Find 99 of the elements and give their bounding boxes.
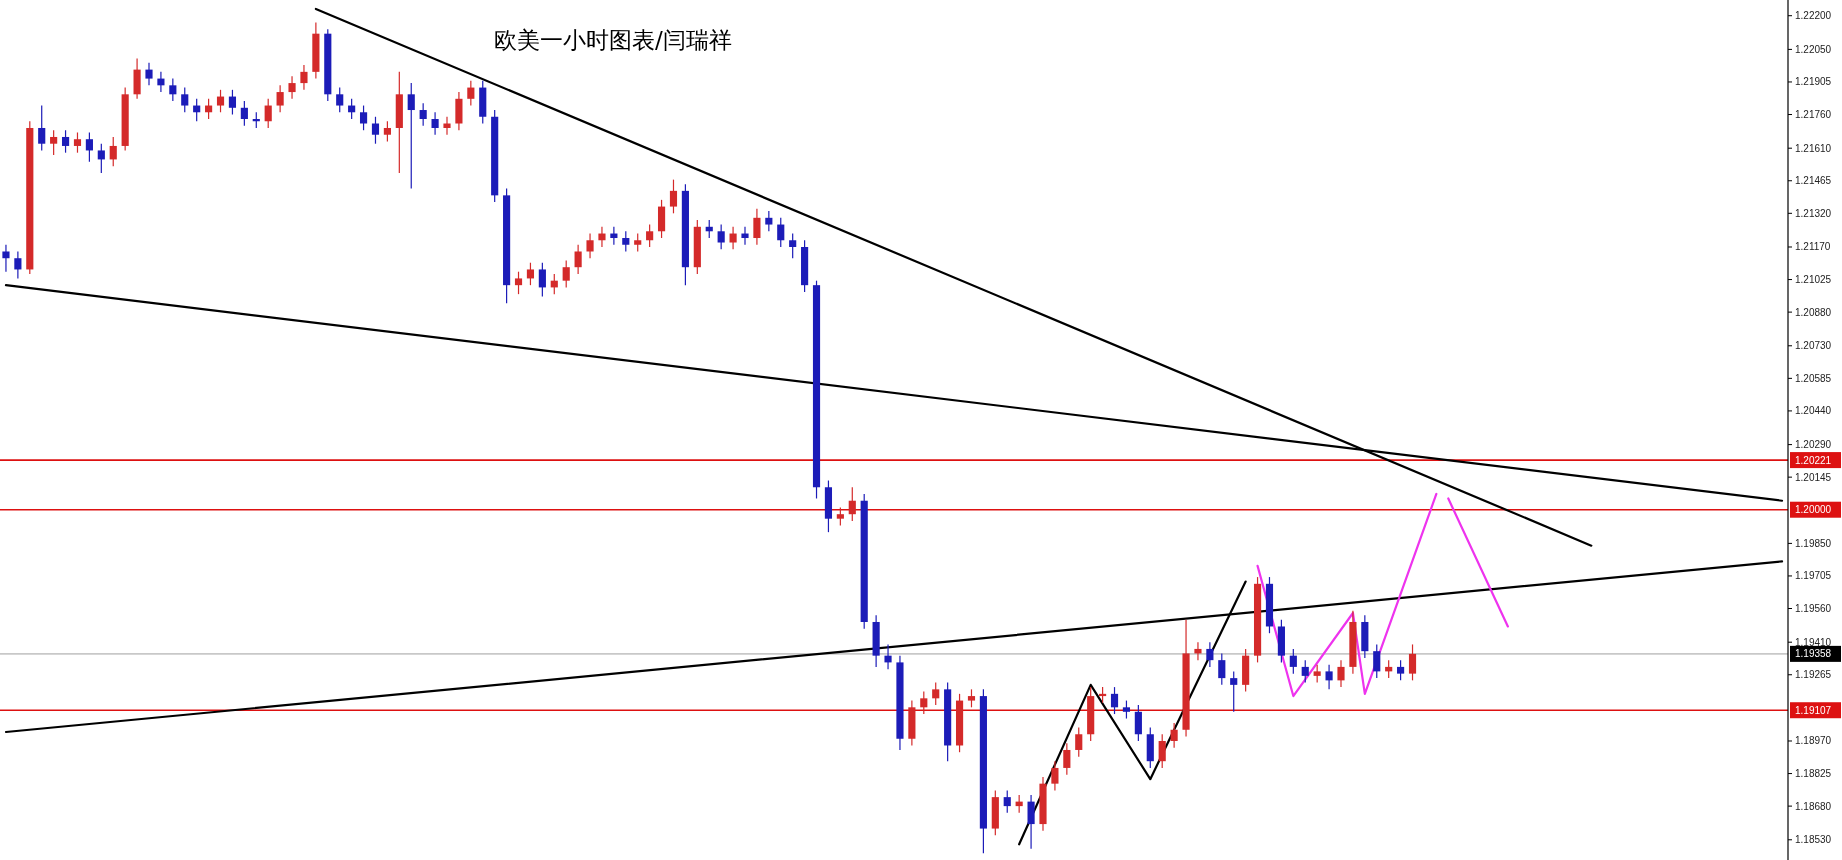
y-tick-label: 1.19850 xyxy=(1795,537,1832,549)
candlestick xyxy=(97,143,105,174)
candlestick xyxy=(228,89,237,116)
candlestick xyxy=(467,80,475,107)
text: 欧美一小时图表/闫瑞祥 xyxy=(494,27,732,53)
y-tick-label: 1.20585 xyxy=(1795,372,1832,384)
candlestick xyxy=(622,230,630,253)
ref-line-label: 1.19107 xyxy=(1795,704,1832,716)
candlestick xyxy=(1325,664,1333,690)
candlestick xyxy=(240,100,248,127)
y-tick-label: 1.19410 xyxy=(1795,636,1832,648)
candlestick xyxy=(1194,641,1202,661)
line-series xyxy=(1256,492,1438,698)
candlestick xyxy=(562,259,570,289)
candlestick xyxy=(669,179,678,214)
candlestick xyxy=(1063,742,1071,776)
candlestick xyxy=(538,262,546,297)
candlestick xyxy=(1289,648,1297,675)
candlestick xyxy=(443,116,451,136)
candlestick xyxy=(526,262,535,286)
candlestick xyxy=(407,82,415,190)
candlestick xyxy=(1373,643,1381,679)
candlestick xyxy=(109,136,117,167)
y-tick-label: 1.20440 xyxy=(1795,405,1832,417)
candlestick xyxy=(50,129,58,156)
candlestick xyxy=(145,62,153,86)
candlestick xyxy=(1218,652,1226,686)
y-tick-label: 1.18530 xyxy=(1795,834,1832,846)
candlestick xyxy=(848,486,856,522)
candlestick xyxy=(717,223,725,250)
candlestick xyxy=(85,131,93,163)
y-tick-label: 1.19265 xyxy=(1795,669,1832,681)
candlestick xyxy=(574,244,582,275)
y-tick-label: 1.22050 xyxy=(1795,43,1832,55)
candlestick xyxy=(14,250,22,280)
ref-line-label: 1.20000 xyxy=(1795,504,1832,516)
candlestick xyxy=(1170,722,1178,749)
candlestick xyxy=(264,98,272,129)
candlestick xyxy=(884,643,892,670)
candlestick xyxy=(1051,760,1059,791)
candlestick xyxy=(1110,686,1119,715)
y-tick-label: 1.21170 xyxy=(1795,241,1831,253)
candlestick xyxy=(646,223,654,248)
candlestick xyxy=(38,104,46,152)
candlestick xyxy=(1230,670,1238,713)
y-tick-label: 1.21025 xyxy=(1795,274,1832,286)
candlestick xyxy=(359,104,368,131)
candlestick xyxy=(73,131,82,154)
ref-line-label: 1.19358 xyxy=(1795,648,1832,660)
candlestick xyxy=(300,64,308,91)
candlestick xyxy=(1301,659,1309,684)
candlestick xyxy=(598,226,606,248)
candlestick xyxy=(586,232,594,259)
candlestick xyxy=(1206,641,1214,668)
candlestick xyxy=(932,682,940,706)
candlestick xyxy=(1134,704,1142,742)
candlestick xyxy=(753,208,761,246)
candlestick xyxy=(1003,789,1011,814)
candlestick xyxy=(2,244,10,273)
y-tick-label: 1.20290 xyxy=(1795,439,1832,451)
candlestick xyxy=(920,690,928,715)
candlestick xyxy=(789,232,797,259)
candlestick xyxy=(336,86,344,113)
candlestick xyxy=(1075,726,1083,758)
candlestick xyxy=(371,116,380,145)
candlestick xyxy=(514,271,523,295)
y-tick-label: 1.21760 xyxy=(1795,109,1832,121)
candlestick xyxy=(1397,659,1405,681)
candlestick xyxy=(1027,794,1035,850)
candlestick xyxy=(419,102,427,127)
y-tick-label: 1.21320 xyxy=(1795,207,1832,219)
candlestick xyxy=(729,226,737,250)
candlestick xyxy=(1408,643,1417,681)
candlestick xyxy=(169,77,177,102)
y-tick-label: 1.21610 xyxy=(1795,142,1832,154)
candlestick xyxy=(61,129,70,154)
y-tick-label: 1.20145 xyxy=(1795,471,1832,483)
candlestick xyxy=(181,86,189,113)
y-tick-label: 1.20730 xyxy=(1795,340,1832,352)
y-tick-label: 1.20880 xyxy=(1795,306,1832,318)
y-tick-label: 1.18680 xyxy=(1795,800,1832,812)
candlestick xyxy=(765,210,773,232)
candlestick xyxy=(431,111,439,136)
candlestick xyxy=(741,226,749,246)
y-tick-label: 1.18825 xyxy=(1795,768,1832,780)
candlestick xyxy=(276,84,284,113)
y-tick-label: 1.19705 xyxy=(1795,570,1832,582)
y-tick-label: 1.21905 xyxy=(1795,76,1832,88)
ref-line-label: 1.20221 xyxy=(1795,454,1832,466)
y-tick-label: 1.22200 xyxy=(1795,10,1832,22)
candlestick xyxy=(1158,733,1166,769)
candlestick xyxy=(288,75,296,100)
candlestick xyxy=(383,120,391,143)
y-tick-label: 1.18970 xyxy=(1795,735,1832,747)
y-tick-label: 1.19560 xyxy=(1795,603,1832,615)
candlestick xyxy=(216,89,225,113)
y-tick-label: 1.21465 xyxy=(1795,175,1832,187)
candlestick xyxy=(1337,659,1345,688)
candlestick xyxy=(777,217,785,248)
